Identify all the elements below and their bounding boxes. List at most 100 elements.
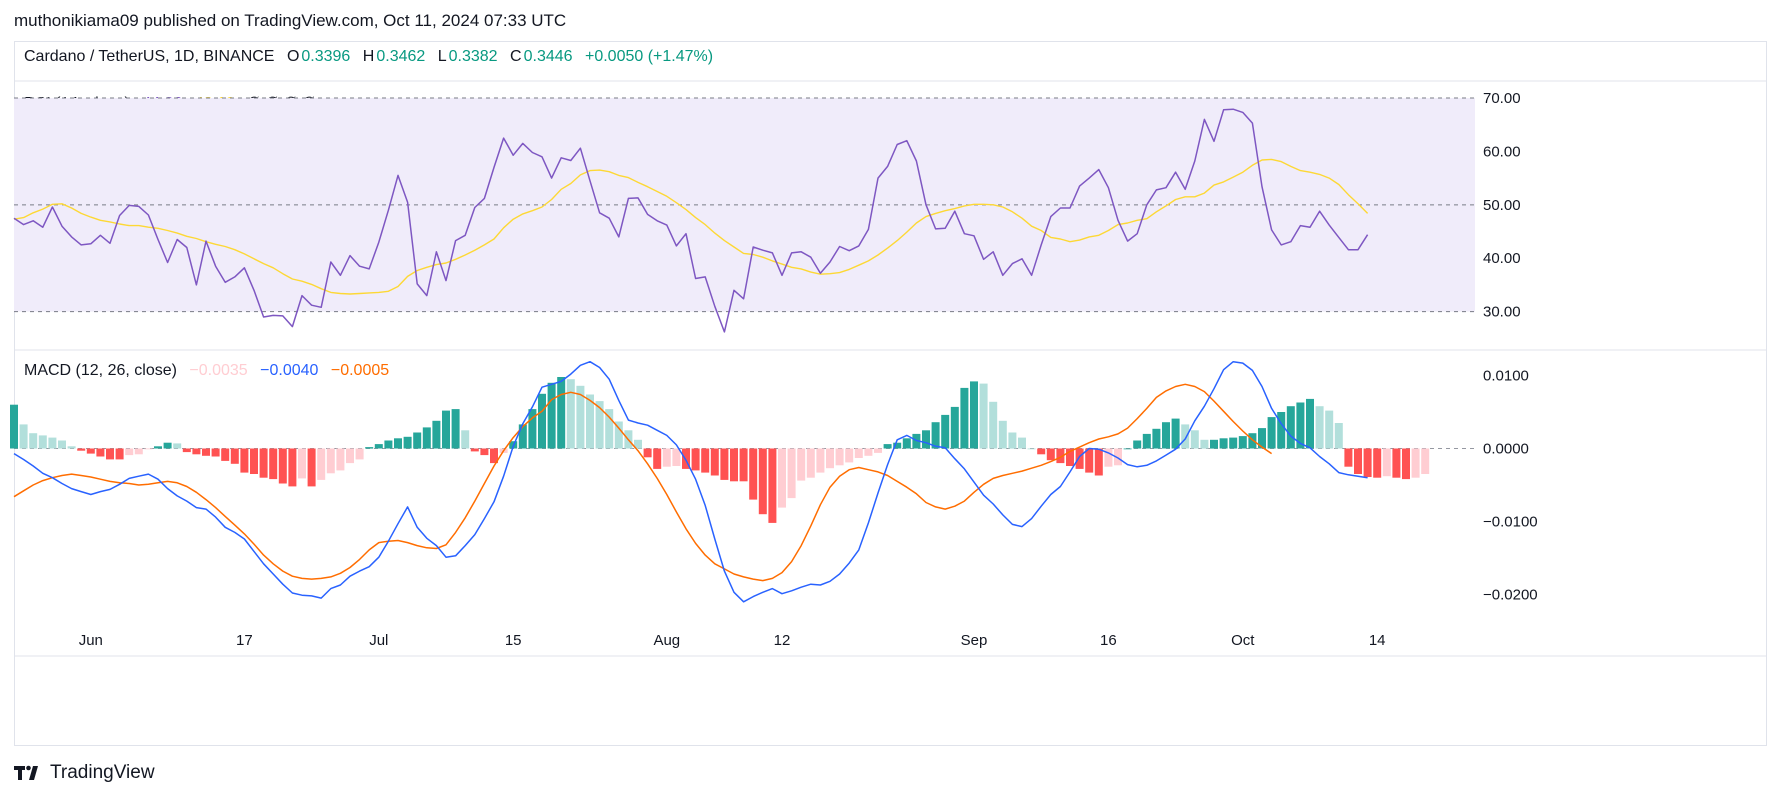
macd-histogram-bar: [480, 448, 489, 456]
macd-histogram-bar: [384, 440, 393, 449]
macd-histogram-bar: [989, 401, 998, 449]
x-axis-tick-label: 16: [1100, 632, 1117, 649]
close-value: 0.3446: [523, 48, 573, 65]
macd-histogram-bar: [1354, 448, 1362, 474]
macd-histogram-bar: [586, 394, 594, 449]
macd-histogram-bar: [566, 379, 575, 449]
macd-histogram-bar: [950, 406, 959, 449]
macd-histogram-bar: [144, 448, 153, 450]
tradingview-logo-icon: [14, 765, 38, 780]
macd-line-value: −0.0040: [260, 362, 319, 379]
macd-histogram-bar: [346, 448, 354, 464]
macd-histogram-bar: [720, 448, 729, 480]
macd-histogram-bar: [77, 448, 86, 451]
macd-histogram-bar: [634, 439, 642, 449]
macd-histogram-bar: [134, 448, 143, 455]
macd-histogram-bar: [1027, 448, 1036, 450]
macd-histogram-bar: [941, 414, 950, 449]
low-value: 0.3382: [448, 48, 498, 65]
macd-histogram-bar: [1277, 412, 1286, 449]
macd-histogram-bar: [1104, 448, 1113, 467]
macd-histogram-bar: [710, 448, 719, 476]
macd-histogram-bar: [1114, 448, 1122, 466]
macd-y-tick-label: 0.0000: [1483, 441, 1529, 458]
macd-histogram-bar: [1085, 448, 1094, 473]
macd-histogram-bar: [288, 448, 297, 487]
macd-y-tick-label: −0.0200: [1483, 586, 1538, 603]
macd-histogram-bar: [154, 446, 162, 449]
publisher-line: muthonikiama09 published on TradingView.…: [14, 11, 567, 30]
macd-histogram-bar: [442, 410, 450, 449]
macd-histogram-bar: [317, 448, 326, 480]
macd-histogram-bar: [1344, 448, 1353, 467]
macd-hist-value: −0.0035: [189, 362, 248, 379]
macd-histogram-bar: [960, 387, 969, 449]
x-axis-tick-label: Sep: [961, 632, 988, 649]
macd-histogram-bar: [1363, 448, 1372, 477]
macd-histogram-bar: [298, 448, 306, 479]
macd-histogram-bar: [96, 448, 105, 457]
macd-histogram-bar: [691, 448, 700, 471]
macd-histogram-bar: [1037, 448, 1046, 455]
macd-histogram-bar: [749, 448, 758, 500]
symbol-legend: Cardano / TetherUS, 1D, BINANCE O 0.3396 …: [24, 48, 715, 66]
macd-histogram-bar: [10, 404, 18, 449]
macd-histogram-bar: [173, 443, 182, 449]
macd-histogram-bar: [854, 448, 863, 458]
macd-line: [13, 360, 1368, 603]
symbol-name[interactable]: Cardano / TetherUS, 1D, BINANCE: [24, 48, 275, 65]
x-axis-tick-label: 12: [774, 632, 791, 649]
macd-histogram-bar: [605, 409, 614, 449]
macd-histogram-bar: [413, 432, 422, 449]
macd-histogram-bar: [835, 448, 844, 466]
macd-histogram-bar: [1296, 402, 1305, 449]
macd-histogram-bar: [355, 448, 364, 460]
rsi-line: [13, 108, 1369, 333]
macd-histogram-bar: [1210, 439, 1218, 449]
macd-histogram-bar: [547, 382, 556, 449]
tradingview-brand[interactable]: TradingView: [14, 762, 155, 784]
macd-title[interactable]: MACD (12, 26, close): [24, 362, 177, 379]
open-label: O: [286, 48, 300, 65]
macd-histogram-bar: [1075, 448, 1084, 469]
macd-y-tick-label: 0.0100: [1483, 368, 1529, 385]
macd-histogram-bar: [1046, 448, 1055, 461]
macd-histogram-bar: [182, 448, 191, 453]
macd-histogram-bar: [403, 436, 412, 449]
macd-histogram-bar: [221, 448, 230, 461]
macd-histogram-bar: [86, 448, 95, 454]
macd-histogram-bar: [259, 448, 268, 478]
macd-histogram-bar: [58, 440, 66, 449]
macd-histogram-bar: [797, 448, 806, 481]
macd-histogram-bar: [1382, 448, 1391, 477]
macd-histogram-bar: [557, 377, 566, 449]
macd-histogram-bar: [432, 420, 441, 449]
macd-histogram-bar: [682, 448, 690, 469]
macd-histogram-bar: [787, 448, 796, 499]
macd-histogram-bar: [1229, 437, 1238, 449]
x-axis-tick-label: Aug: [653, 632, 680, 649]
macd-histogram-bar: [739, 448, 748, 482]
low-label: L: [437, 48, 447, 65]
macd-histogram-bar: [653, 448, 662, 469]
macd-histogram-bar: [931, 422, 940, 449]
rsi-y-tick-label: 40.00: [1483, 250, 1521, 267]
macd-histogram-bar: [758, 448, 767, 515]
macd-histogram-bar: [998, 420, 1007, 449]
macd-histogram-bar: [1094, 448, 1103, 476]
macd-legend: MACD (12, 26, close) −0.0035 −0.0040 −0.…: [24, 362, 391, 380]
macd-histogram-bar: [643, 448, 652, 458]
macd-histogram-bar: [778, 448, 786, 508]
macd-histogram-bar: [192, 448, 201, 455]
macd-histogram-bar: [1171, 418, 1180, 449]
macd-histogram-bar: [768, 448, 777, 523]
macd-histogram-bar: [1181, 424, 1190, 449]
macd-histogram-bar: [250, 448, 258, 474]
chart-canvas[interactable]: 70.00 60.00 50.00 40.00 30.00 0.0100 0.0000 −0.…: [0, 0, 1781, 760]
macd-histogram-bar: [922, 430, 930, 449]
x-axis-tick-label: Jul: [369, 632, 388, 649]
macd-histogram-bar: [48, 437, 57, 449]
macd-histogram-bar: [1286, 406, 1295, 449]
macd-histogram-bar: [67, 446, 76, 449]
macd-histogram-bar: [125, 448, 134, 456]
